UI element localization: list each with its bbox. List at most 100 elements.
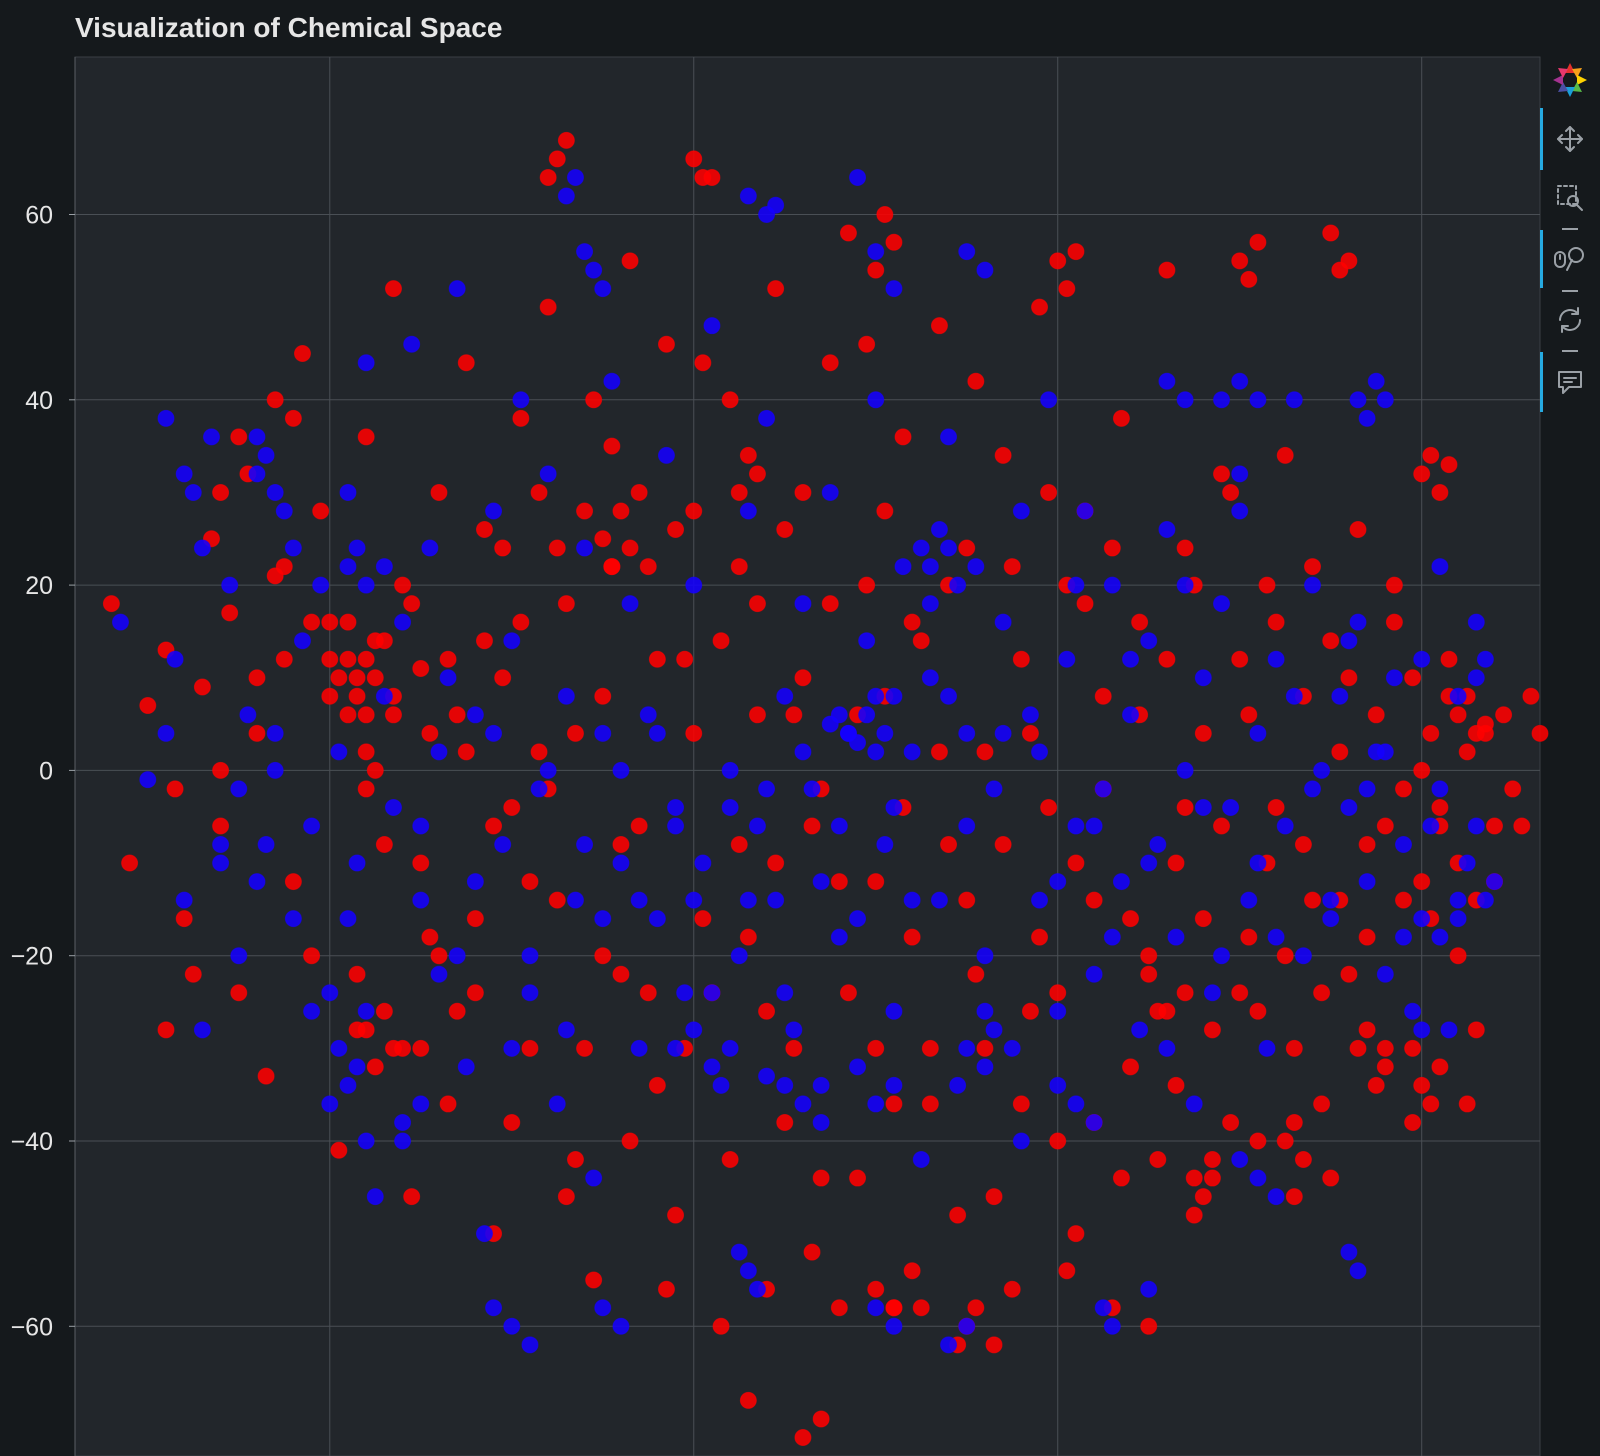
blue-point [1331,687,1349,705]
blue-point [539,465,557,483]
wheel-zoom-tool-button[interactable] [1540,230,1600,288]
red-point [539,168,557,186]
hover-tool-button[interactable] [1540,352,1600,412]
blue-point [958,724,976,742]
blue-point [1049,1076,1067,1094]
blue-point [1067,817,1085,835]
red-point [557,595,575,613]
blue-point [1340,798,1358,816]
red-point [576,1039,594,1057]
red-point [1513,817,1531,835]
blue-point [448,280,466,298]
blue-point [867,1095,885,1113]
red-point [1185,1169,1203,1187]
red-point [1058,1262,1076,1280]
red-point [348,669,366,687]
blue-point [748,1280,766,1298]
red-point [284,409,302,427]
bokeh-logo-icon[interactable] [1540,52,1600,108]
red-point [266,391,284,409]
red-point [1231,984,1249,1002]
red-point [1240,270,1258,288]
red-point [712,1317,730,1335]
red-point [448,706,466,724]
blue-point [394,1113,412,1131]
blue-point [712,1076,730,1094]
blue-point [812,1076,830,1094]
red-point [1067,854,1085,872]
blue-point [721,798,739,816]
red-point [1322,224,1340,242]
blue-point [348,854,366,872]
red-point [612,836,630,854]
blue-point [676,984,694,1002]
blue-point [412,1095,430,1113]
red-point [1486,817,1504,835]
blue-point [594,910,612,928]
blue-point [1249,724,1267,742]
red-point [512,613,530,631]
blue-point [703,984,721,1002]
blue-point [1122,706,1140,724]
blue-point [1231,465,1249,483]
blue-point [1313,761,1331,779]
red-point [657,335,675,353]
blue-point [175,891,193,909]
red-point [912,632,930,650]
red-point [830,873,848,891]
blue-point [1049,873,1067,891]
blue-point [566,891,584,909]
red-point [1358,1021,1376,1039]
blue-point [767,196,785,214]
blue-point [903,743,921,761]
blue-point [1158,1039,1176,1057]
red-point [339,613,357,631]
red-point [1067,243,1085,261]
blue-point [958,817,976,835]
blue-point [830,706,848,724]
blue-point [539,761,557,779]
red-point [785,1039,803,1057]
blue-point [1213,595,1231,613]
pan-tool-button[interactable] [1540,108,1600,170]
box-zoom-tool-button[interactable] [1540,170,1600,226]
reset-tool-button[interactable] [1540,292,1600,348]
red-point [594,687,612,705]
red-point [676,650,694,668]
blue-point [466,706,484,724]
blue-point [111,613,129,631]
red-point [1385,576,1403,594]
blue-point [958,1039,976,1057]
blue-point [1012,502,1030,520]
red-point [694,354,712,372]
blue-point [1085,1113,1103,1131]
blue-point [1358,409,1376,427]
blue-point [621,595,639,613]
red-point [1203,1151,1221,1169]
red-point [521,873,539,891]
red-point [366,1058,384,1076]
blue-point [739,1262,757,1280]
blue-point [475,1225,493,1243]
blue-point [375,687,393,705]
blue-point [1094,780,1112,798]
red-point [730,483,748,501]
red-point [166,780,184,798]
red-point [312,502,330,520]
red-point [976,1039,994,1057]
red-point [903,613,921,631]
red-point [321,650,339,668]
blue-point [867,687,885,705]
blue-point [1395,928,1413,946]
red-point [1294,1151,1312,1169]
red-point [903,1262,921,1280]
red-point [821,354,839,372]
red-point [1285,1039,1303,1057]
red-point [785,706,803,724]
plot-toolbar [1540,52,1600,422]
blue-point [1413,910,1431,928]
blue-point [630,891,648,909]
blue-point [193,1021,211,1039]
red-point [1404,1113,1422,1131]
